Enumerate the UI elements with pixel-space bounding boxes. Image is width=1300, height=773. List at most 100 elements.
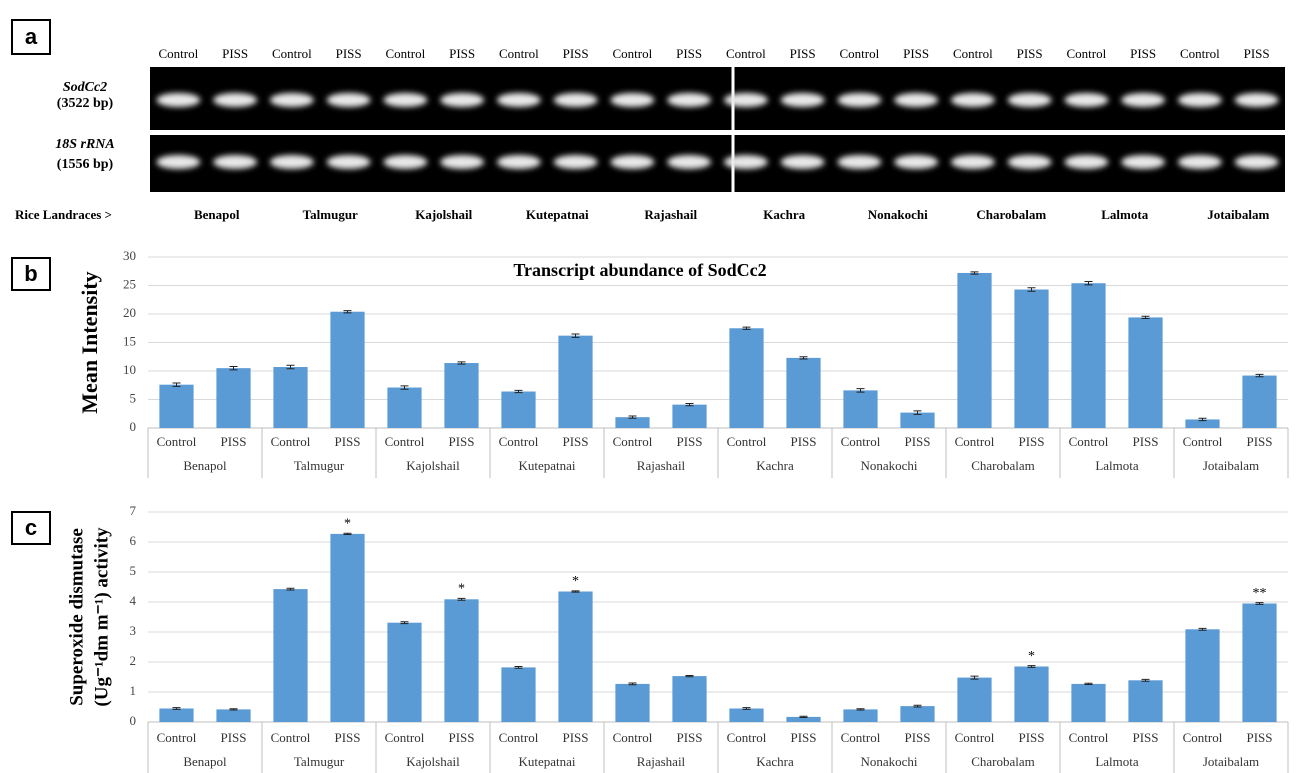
gel-band [1064, 155, 1109, 169]
group-label: Jotaibalam [1203, 458, 1259, 473]
landrace-label: Talmugur [303, 207, 358, 222]
bar [1071, 683, 1106, 722]
lane-label: PISS [449, 46, 475, 61]
x-tick-label: PISS [1132, 730, 1158, 745]
gel-band [1064, 93, 1109, 107]
gel-band [1234, 93, 1279, 107]
y-tick-label: 5 [130, 390, 137, 405]
y-tick-label: 30 [123, 248, 136, 263]
group-label: Kajolshail [406, 754, 460, 769]
x-tick-label: Control [1183, 730, 1223, 745]
lane-label: Control [953, 46, 993, 61]
x-tick-label: PISS [562, 434, 588, 449]
y-axis-label: Mean Intensity [77, 271, 102, 413]
gel-row [150, 135, 1285, 192]
significance-mark: * [344, 517, 351, 532]
y-tick-label: 25 [123, 276, 136, 291]
group-label: Benapol [183, 458, 227, 473]
bar [387, 622, 422, 722]
x-tick-label: PISS [334, 434, 360, 449]
lane-label: Control [840, 46, 880, 61]
lane-label: Control [1067, 46, 1107, 61]
bar [558, 335, 593, 428]
error-bar [514, 389, 523, 394]
panel-label: c [25, 515, 37, 540]
landrace-label: Kutepatnai [526, 207, 589, 222]
gel-band [553, 155, 598, 169]
error-bar [457, 597, 466, 601]
gene-name: SodCc2 [63, 80, 107, 95]
y-tick-label: 4 [130, 593, 137, 608]
gel-band [894, 155, 939, 169]
error-bar [856, 708, 865, 711]
error-bar [742, 707, 751, 710]
bar [387, 387, 422, 428]
landrace-label: Kachra [763, 207, 805, 222]
error-bar [1198, 627, 1207, 631]
group-label: Talmugur [294, 458, 345, 473]
x-tick-label: Control [499, 730, 539, 745]
y-tick-label: 10 [123, 362, 136, 377]
gel-band [326, 93, 371, 107]
x-tick-label: PISS [1018, 730, 1044, 745]
gel-band [383, 155, 428, 169]
bar [900, 706, 935, 722]
bar [216, 368, 251, 428]
gel-row [150, 67, 1285, 130]
error-bar [628, 415, 637, 419]
error-bar [400, 621, 409, 625]
bar [672, 676, 707, 722]
x-tick-label: Control [499, 434, 539, 449]
gel-band [213, 155, 258, 169]
error-bar [970, 271, 979, 275]
error-bar [1027, 287, 1036, 292]
group-label: Kutepatnai [518, 458, 575, 473]
bar [900, 412, 935, 428]
group-label: Benapol [183, 754, 227, 769]
error-bar [685, 675, 694, 678]
lane-label: PISS [1017, 46, 1043, 61]
bar [786, 716, 821, 722]
x-tick-label: PISS [904, 730, 930, 745]
landrace-label: Charobalam [976, 207, 1046, 222]
bar [1071, 283, 1106, 428]
y-tick-label: 7 [130, 503, 137, 518]
gel-band [1007, 155, 1052, 169]
panel-label: b [24, 261, 37, 286]
significance-mark: * [1028, 649, 1035, 664]
significance-mark: * [458, 582, 465, 597]
x-tick-label: Control [157, 434, 197, 449]
y-tick-label: 20 [123, 305, 136, 320]
bar [729, 328, 764, 428]
gel-band [950, 93, 995, 107]
group-label: Nonakochi [860, 458, 917, 473]
error-bar [799, 715, 808, 718]
x-tick-label: PISS [904, 434, 930, 449]
y-tick-label: 0 [130, 419, 137, 434]
gel-band [894, 93, 939, 107]
gel-band [837, 93, 882, 107]
bar [1185, 419, 1220, 428]
y-tick-label: 5 [130, 563, 137, 578]
x-tick-label: PISS [1246, 730, 1272, 745]
x-tick-label: PISS [676, 434, 702, 449]
bar [444, 599, 479, 722]
gel-band [610, 93, 655, 107]
bar [1014, 289, 1049, 428]
error-bar [571, 590, 580, 593]
lane-label: PISS [336, 46, 362, 61]
gel-band [269, 155, 314, 169]
lane-label: PISS [222, 46, 248, 61]
landrace-label: Kajolshail [415, 207, 472, 222]
bar [786, 357, 821, 428]
group-label: Jotaibalam [1203, 754, 1259, 769]
bar [1185, 629, 1220, 722]
bar [501, 391, 536, 428]
error-bar [742, 326, 751, 330]
x-tick-label: Control [385, 730, 425, 745]
gel-band [213, 93, 258, 107]
lane-label: Control [613, 46, 653, 61]
group-label: Talmugur [294, 754, 345, 769]
bar [159, 384, 194, 428]
error-bar [1084, 281, 1093, 286]
